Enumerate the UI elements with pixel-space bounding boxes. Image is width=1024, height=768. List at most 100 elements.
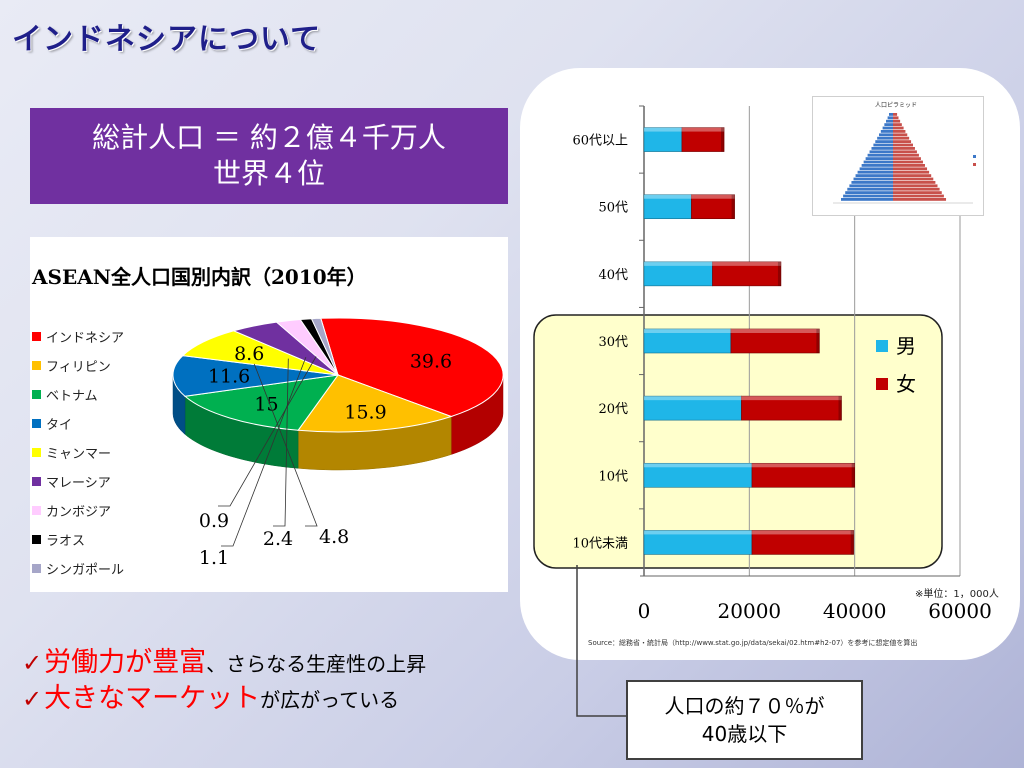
leader-line xyxy=(253,363,318,527)
bar-female xyxy=(730,328,820,354)
bar-female xyxy=(712,261,782,287)
legend-item: ベトナム xyxy=(32,380,124,409)
category-label: 40代 xyxy=(598,268,628,283)
pyramid-male-bar xyxy=(871,147,893,150)
pyramid-male-bar xyxy=(849,184,893,188)
pie-slice xyxy=(183,374,340,431)
bullet-labor-highlight: 労働力が豊富 xyxy=(44,647,207,678)
pyramid-female-bar xyxy=(893,126,904,130)
legend-item: インドネシア xyxy=(32,322,124,351)
pyramid-legend-swatch xyxy=(973,163,976,166)
pyramid-female-bar xyxy=(893,177,934,181)
population-pyramid-image: 人口ピラミッド xyxy=(812,96,984,216)
x-tick-label: 60000 xyxy=(928,599,992,623)
pyramid-male-bar xyxy=(884,123,893,126)
category-label: 30代 xyxy=(598,335,628,350)
pyramid-female-bar xyxy=(893,174,932,177)
bar-end-shade xyxy=(838,396,842,421)
pyramid-female-bar xyxy=(893,147,915,150)
callout-line2: 40歳以下 xyxy=(701,722,788,746)
pyramid-male-bar xyxy=(863,160,893,164)
bar-female xyxy=(751,530,854,555)
pyramid-male-bar xyxy=(859,167,893,171)
age-chart-panel: 60代以上 50代 40代 30代 20代 10代 10代未満 0 20000 40000 6000… xyxy=(520,68,1020,660)
pie-slice xyxy=(310,317,339,376)
pyramid-female-bar xyxy=(893,167,928,171)
bar-highlight xyxy=(644,463,855,468)
bullet-market-highlight: 大きなマーケット xyxy=(44,683,261,714)
legend-label: マレーシア xyxy=(46,476,111,491)
legend-label: カンボジア xyxy=(46,505,112,520)
pie-data-label: 15 xyxy=(254,393,278,415)
pie-slice xyxy=(172,355,339,397)
pyramid-female-bar xyxy=(893,136,910,140)
bar-highlight xyxy=(644,127,725,132)
legend-label: インドネシア xyxy=(46,331,125,346)
pyramid-graphic xyxy=(833,113,976,204)
bar-male xyxy=(643,395,742,421)
bullet-labor: ✓ 労働力が豊富 、さらなる生産性の上昇 xyxy=(22,640,427,678)
pyramid-male-bar xyxy=(855,174,893,177)
pyramid-female-bar xyxy=(893,150,917,154)
bar-male xyxy=(643,530,753,555)
pyramid-female-bar xyxy=(893,157,921,160)
bar-end-shade xyxy=(850,530,854,555)
pyramid-male-bar xyxy=(887,116,893,120)
pyramid-female-bar xyxy=(893,164,925,167)
bar-male xyxy=(643,127,683,152)
pyramid-female-bar xyxy=(893,133,908,137)
pyramid-male-bar xyxy=(867,153,893,157)
bar-highlight xyxy=(644,530,854,535)
x-tick-label: 20000 xyxy=(718,599,782,623)
bar-female xyxy=(741,395,842,421)
pie-data-label: 11.6 xyxy=(208,366,250,388)
highlight-under-40 xyxy=(533,314,943,569)
category-label: 20代 xyxy=(598,402,628,417)
legend-item: タイ xyxy=(32,409,124,438)
pyramid-male-bar xyxy=(880,130,893,133)
pie-data-label: 2.4 xyxy=(263,528,293,550)
legend-swatch xyxy=(876,378,888,390)
unit-note: ※単位：1，000人 xyxy=(915,589,999,600)
category-label: 10代未満 xyxy=(572,536,628,551)
pie-data-label: 15.9 xyxy=(344,401,386,423)
legend-swatch xyxy=(32,506,41,515)
pyramid-legend-swatch xyxy=(973,155,976,158)
pyramid-male-bar xyxy=(882,126,893,130)
legend-swatch xyxy=(32,390,41,399)
pie-top xyxy=(172,317,504,433)
bar-female xyxy=(681,127,725,152)
population-headline: 総計人口 ＝ 約２億４千万人 世界４位 xyxy=(30,108,508,204)
x-tick-label: 40000 xyxy=(823,599,887,623)
pyramid-female-bar xyxy=(893,143,913,147)
pyramid-female-bar xyxy=(893,119,901,123)
pie-chart-title: ASEAN全人口国別内訳（2010年） xyxy=(32,265,367,289)
pyramid-male-bar xyxy=(889,113,893,116)
pyramid-female-bar xyxy=(893,170,930,174)
pie-data-label: 4.8 xyxy=(319,526,349,548)
legend-label: タイ xyxy=(46,418,73,433)
pie-data-label: 39.6 xyxy=(410,350,452,372)
pyramid-female-bar xyxy=(893,194,944,198)
pyramid-male-bar xyxy=(843,194,893,198)
pie-legend: インドネシア フィリピン ベトナム タイ ミャンマー マレーシア カンボジア ラオス シンガポー… xyxy=(32,322,124,583)
check-icon: ✓ xyxy=(22,685,43,713)
category-label: 50代 xyxy=(598,201,628,216)
pyramid-male-bar xyxy=(865,157,893,160)
leader-line xyxy=(273,358,289,527)
legend-item: マレーシア xyxy=(32,467,124,496)
pyramid-male-bar xyxy=(845,191,893,194)
legend-label: 女 xyxy=(896,372,916,396)
legend-swatch xyxy=(32,361,41,370)
bars xyxy=(643,127,855,555)
pie-slice xyxy=(320,317,504,418)
bar-female xyxy=(751,462,855,488)
bullet-labor-text: 、さらなる生産性の上昇 xyxy=(206,652,427,676)
legend-item: ミャンマー xyxy=(32,438,124,467)
pie-data-label: 0.9 xyxy=(199,510,229,532)
legend-item: シンガポール xyxy=(32,554,124,583)
pyramid-male-bar xyxy=(879,133,893,137)
legend-item: カンボジア xyxy=(32,496,124,525)
pyramid-female-bar xyxy=(893,160,923,164)
